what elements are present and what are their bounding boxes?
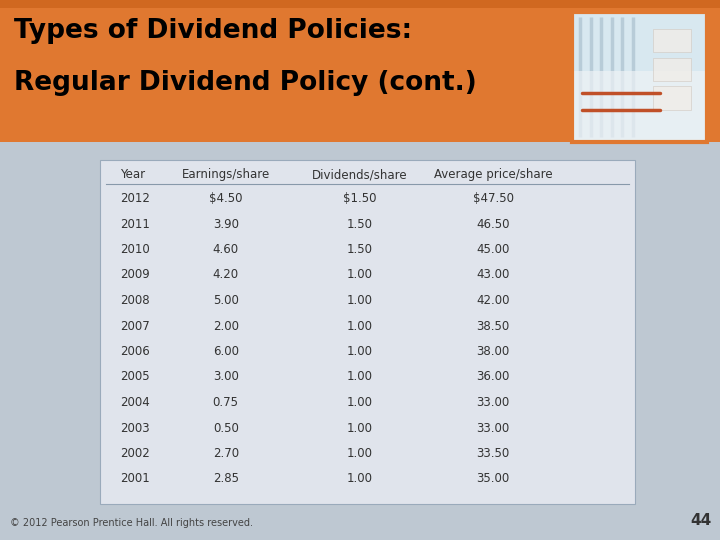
Text: 0.75: 0.75 xyxy=(212,396,239,409)
Text: Types of Dividend Policies:: Types of Dividend Policies: xyxy=(14,18,412,44)
Text: 2.00: 2.00 xyxy=(212,320,239,333)
Text: 3.00: 3.00 xyxy=(213,370,238,383)
Text: 1.00: 1.00 xyxy=(346,396,372,409)
Bar xyxy=(572,71,707,142)
Text: 2006: 2006 xyxy=(120,345,150,358)
Text: 44: 44 xyxy=(690,513,712,528)
Text: 4.20: 4.20 xyxy=(212,268,239,281)
Text: 1.00: 1.00 xyxy=(346,320,372,333)
Text: 1.00: 1.00 xyxy=(346,345,372,358)
Text: 5.00: 5.00 xyxy=(213,294,238,307)
Text: 33.00: 33.00 xyxy=(477,422,510,435)
Text: Regular Dividend Policy (cont.): Regular Dividend Policy (cont.) xyxy=(14,70,477,96)
Text: 2008: 2008 xyxy=(120,294,150,307)
Bar xyxy=(0,142,720,515)
Text: 2012: 2012 xyxy=(120,192,150,205)
Text: 36.00: 36.00 xyxy=(477,370,510,383)
Text: 1.00: 1.00 xyxy=(346,472,372,485)
Text: 38.00: 38.00 xyxy=(477,345,510,358)
Text: 2.70: 2.70 xyxy=(212,447,239,460)
Text: © 2012 Pearson Prentice Hall. All rights reserved.: © 2012 Pearson Prentice Hall. All rights… xyxy=(10,518,253,528)
Text: 2002: 2002 xyxy=(120,447,150,460)
Text: 2011: 2011 xyxy=(120,218,150,231)
Text: 0.50: 0.50 xyxy=(213,422,238,435)
Bar xyxy=(572,12,707,142)
Text: 2001: 2001 xyxy=(120,472,150,485)
Text: 1.50: 1.50 xyxy=(346,243,372,256)
Text: 2010: 2010 xyxy=(120,243,150,256)
Text: 46.50: 46.50 xyxy=(477,218,510,231)
Text: 4.60: 4.60 xyxy=(212,243,239,256)
Text: 38.50: 38.50 xyxy=(477,320,510,333)
Text: 42.00: 42.00 xyxy=(477,294,510,307)
Text: 6.00: 6.00 xyxy=(212,345,239,358)
Bar xyxy=(0,8,720,142)
Text: 2003: 2003 xyxy=(120,422,150,435)
Text: Year: Year xyxy=(120,168,145,181)
Text: 3.90: 3.90 xyxy=(212,218,239,231)
Text: 2007: 2007 xyxy=(120,320,150,333)
Text: 1.50: 1.50 xyxy=(346,218,372,231)
Text: Earnings/share: Earnings/share xyxy=(181,168,270,181)
Text: Dividends/share: Dividends/share xyxy=(312,168,408,181)
Bar xyxy=(0,0,720,8)
Text: 1.00: 1.00 xyxy=(346,294,372,307)
Text: 2004: 2004 xyxy=(120,396,150,409)
Text: 2005: 2005 xyxy=(120,370,150,383)
Text: 2.85: 2.85 xyxy=(212,472,239,485)
Text: 1.00: 1.00 xyxy=(346,422,372,435)
Bar xyxy=(653,57,690,81)
Text: 35.00: 35.00 xyxy=(477,472,510,485)
Text: 33.00: 33.00 xyxy=(477,396,510,409)
Text: 2009: 2009 xyxy=(120,268,150,281)
Text: Average price/share: Average price/share xyxy=(434,168,552,181)
Text: 1.00: 1.00 xyxy=(346,370,372,383)
Text: 43.00: 43.00 xyxy=(477,268,510,281)
Text: $47.50: $47.50 xyxy=(473,192,514,205)
Text: $4.50: $4.50 xyxy=(209,192,243,205)
Text: 33.50: 33.50 xyxy=(477,447,510,460)
Bar xyxy=(653,29,690,52)
Text: 1.00: 1.00 xyxy=(346,447,372,460)
Bar xyxy=(100,160,635,504)
Bar xyxy=(572,12,707,142)
Text: 1.00: 1.00 xyxy=(346,268,372,281)
Text: 45.00: 45.00 xyxy=(477,243,510,256)
Text: $1.50: $1.50 xyxy=(343,192,377,205)
Bar xyxy=(653,86,690,110)
